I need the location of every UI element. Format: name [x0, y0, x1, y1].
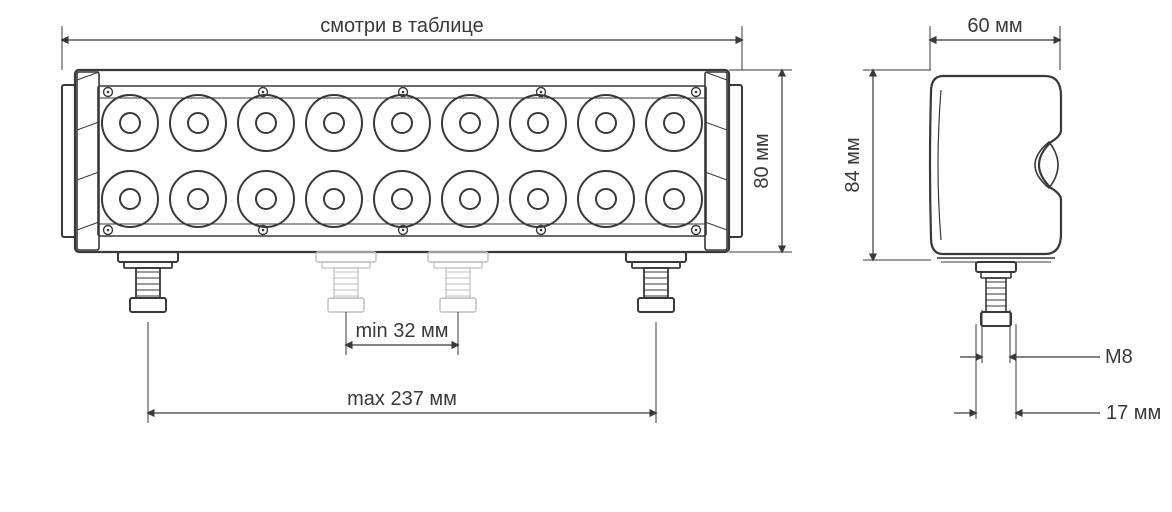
- dim-side-height-label: 84 мм: [842, 137, 864, 192]
- dim-m8: M8: [960, 310, 1133, 368]
- dim-side-height: 84 мм: [842, 70, 883, 260]
- dim-17: 17 мм: [954, 324, 1161, 424]
- dim-front-height-label: 80 мм: [751, 133, 773, 188]
- dim-side-width-label: 60 мм: [967, 15, 1022, 37]
- dim-front-width: смотри в таблице: [62, 15, 742, 54]
- front-bolt-ghost: [316, 252, 376, 312]
- dim-side-width: 60 мм: [930, 15, 1060, 54]
- dim-min-bolt: min 32 мм: [346, 320, 458, 355]
- dim-max-bolt-label: max 237 мм: [347, 388, 457, 410]
- dim-m8-label: M8: [1105, 346, 1133, 368]
- dim-max-bolt: max 237 мм: [148, 388, 656, 423]
- front-body: [75, 70, 729, 252]
- dim-front-width-label: смотри в таблице: [320, 15, 483, 37]
- side-body: [930, 76, 1061, 254]
- dim-front-height: 80 мм: [751, 70, 792, 252]
- front-bolt: [118, 252, 178, 312]
- dim-min-bolt-label: min 32 мм: [355, 320, 448, 342]
- front-bolt: [626, 252, 686, 312]
- front-bolt-ghost: [428, 252, 488, 312]
- dim-17-label: 17 мм: [1106, 402, 1161, 424]
